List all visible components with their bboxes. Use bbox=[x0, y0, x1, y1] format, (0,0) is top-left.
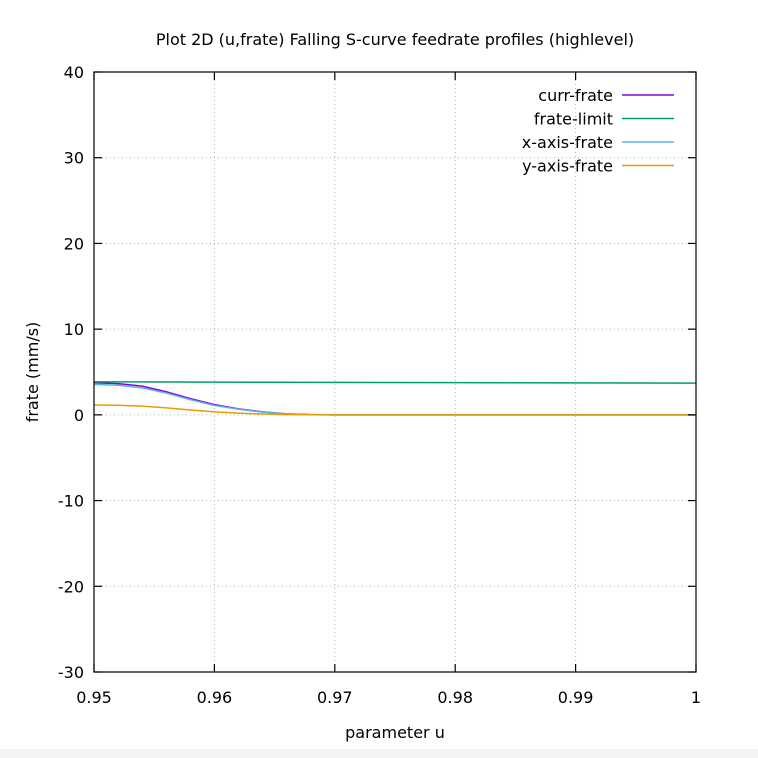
series-line-x-axis-frate bbox=[93, 383, 696, 416]
legend-label-frate-limit: frate-limit bbox=[534, 110, 613, 129]
legend: curr-frate frate-limit x-axis-frate y-axis-… bbox=[522, 86, 674, 176]
x-tick-label: 0.97 bbox=[317, 688, 353, 707]
tick-labels: 0.95 0.96 0.97 0.98 0.99 1 -30 -20 -10 0 10 20 30 40 bbox=[58, 63, 701, 707]
axis-ticks bbox=[93, 71, 697, 673]
y-tick-label: -20 bbox=[58, 577, 84, 596]
x-axis-label: parameter u bbox=[345, 723, 445, 742]
grid bbox=[94, 72, 696, 672]
x-tick-label: 0.95 bbox=[76, 688, 112, 707]
y-tick-label: 20 bbox=[64, 234, 84, 253]
x-tick-label: 0.99 bbox=[558, 688, 594, 707]
series-lines bbox=[93, 381, 697, 416]
legend-label-curr-frate: curr-frate bbox=[538, 86, 613, 105]
y-tick-label: 10 bbox=[64, 320, 84, 339]
series-line-y-axis-frate bbox=[93, 404, 696, 416]
y-tick-label: 30 bbox=[64, 149, 84, 168]
y-tick-label: -10 bbox=[58, 492, 84, 511]
x-tick-label: 0.96 bbox=[197, 688, 233, 707]
x-tick-label: 0.98 bbox=[437, 688, 473, 707]
y-axis-label: frate (mm/s) bbox=[23, 322, 42, 423]
y-tick-label: 0 bbox=[74, 406, 84, 425]
legend-label-y-axis-frate: y-axis-frate bbox=[522, 157, 613, 176]
y-tick-label: -30 bbox=[58, 663, 84, 682]
x-tick-label: 1 bbox=[691, 688, 701, 707]
legend-label-x-axis-frate: x-axis-frate bbox=[522, 133, 613, 152]
chart-title: Plot 2D (u,frate) Falling S-curve feedra… bbox=[156, 30, 634, 49]
plot-frame bbox=[93, 71, 697, 673]
bottom-strip bbox=[0, 749, 758, 758]
series-line-frate-limit bbox=[93, 381, 697, 384]
y-tick-label: 40 bbox=[64, 63, 84, 82]
